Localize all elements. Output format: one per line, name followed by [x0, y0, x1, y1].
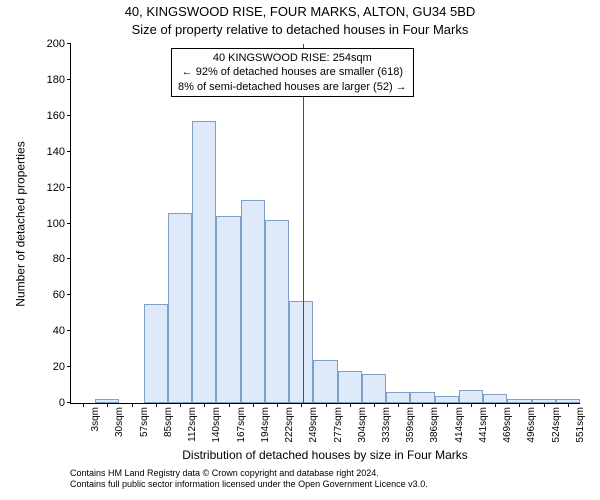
x-tick-mark: [107, 403, 108, 407]
x-tick-mark: [277, 403, 278, 407]
plot-area: 0204060801001201401601802003sqm30sqm57sq…: [70, 44, 580, 404]
y-tick-label: 180: [47, 74, 71, 86]
histogram-bar: [435, 396, 459, 403]
x-tick-mark: [422, 403, 423, 407]
x-tick-mark: [132, 403, 133, 407]
histogram-bar: [216, 216, 240, 403]
histogram-bar: [338, 371, 362, 403]
x-tick-mark: [447, 403, 448, 407]
x-tick-label: 333sqm: [378, 407, 392, 443]
y-tick-label: 60: [53, 289, 71, 301]
y-axis-label: Number of detached properties: [14, 44, 28, 404]
x-tick-label: 469sqm: [499, 407, 513, 443]
footer-line1: Contains HM Land Registry data © Crown c…: [70, 468, 580, 479]
x-tick-label: 441sqm: [475, 407, 489, 443]
y-tick-label: 20: [53, 361, 71, 373]
annotation-line3: 8% of semi-detached houses are larger (5…: [178, 80, 407, 94]
y-tick-mark: [67, 258, 71, 259]
annotation-line2: ← 92% of detached houses are smaller (61…: [178, 65, 407, 79]
x-tick-label: 277sqm: [330, 407, 344, 443]
histogram-bar: [144, 304, 168, 403]
x-tick-label: 551sqm: [572, 407, 586, 443]
y-tick-mark: [67, 294, 71, 295]
x-tick-label: 3sqm: [87, 407, 101, 431]
x-tick-label: 30sqm: [111, 407, 125, 437]
x-tick-label: 140sqm: [208, 407, 222, 443]
y-tick-mark: [67, 187, 71, 188]
y-tick-mark: [67, 366, 71, 367]
x-tick-label: 194sqm: [257, 407, 271, 443]
y-tick-label: 0: [59, 397, 71, 409]
y-tick-label: 40: [53, 325, 71, 337]
y-tick-label: 80: [53, 253, 71, 265]
y-tick-mark: [67, 151, 71, 152]
x-tick-mark: [350, 403, 351, 407]
y-tick-mark: [67, 79, 71, 80]
x-tick-mark: [253, 403, 254, 407]
histogram-bar: [289, 301, 313, 403]
y-tick-mark: [67, 402, 71, 403]
x-tick-label: 359sqm: [402, 407, 416, 443]
x-tick-label: 222sqm: [281, 407, 295, 443]
x-tick-mark: [471, 403, 472, 407]
y-tick-label: 100: [47, 218, 71, 230]
histogram-bar: [168, 213, 192, 403]
x-tick-label: 496sqm: [523, 407, 537, 443]
x-tick-mark: [83, 403, 84, 407]
histogram-bar: [386, 392, 410, 403]
x-tick-label: 304sqm: [354, 407, 368, 443]
chart-container: 40, KINGSWOOD RISE, FOUR MARKS, ALTON, G…: [0, 0, 600, 500]
chart-title-address: 40, KINGSWOOD RISE, FOUR MARKS, ALTON, G…: [0, 4, 600, 19]
histogram-bar: [483, 394, 507, 403]
y-tick-label: 140: [47, 146, 71, 158]
x-tick-mark: [180, 403, 181, 407]
x-tick-mark: [326, 403, 327, 407]
x-tick-mark: [156, 403, 157, 407]
x-tick-mark: [301, 403, 302, 407]
x-tick-mark: [568, 403, 569, 407]
x-tick-label: 167sqm: [233, 407, 247, 443]
x-tick-label: 85sqm: [160, 407, 174, 437]
x-tick-label: 386sqm: [426, 407, 440, 443]
y-tick-mark: [67, 330, 71, 331]
histogram-bar: [410, 392, 434, 403]
x-tick-mark: [519, 403, 520, 407]
histogram-bar: [241, 200, 265, 403]
annotation-box: 40 KINGSWOOD RISE: 254sqm← 92% of detach…: [171, 48, 414, 97]
histogram-bar: [313, 360, 337, 403]
histogram-bar: [265, 220, 289, 403]
y-tick-label: 160: [47, 110, 71, 122]
histogram-bar: [459, 390, 483, 403]
x-tick-label: 112sqm: [184, 407, 198, 442]
y-tick-mark: [67, 223, 71, 224]
x-tick-mark: [374, 403, 375, 407]
y-tick-mark: [67, 115, 71, 116]
y-tick-label: 200: [47, 38, 71, 50]
chart-subtitle: Size of property relative to detached ho…: [0, 22, 600, 37]
x-tick-mark: [544, 403, 545, 407]
y-tick-mark: [67, 43, 71, 44]
x-tick-mark: [229, 403, 230, 407]
x-tick-mark: [495, 403, 496, 407]
histogram-bar: [362, 374, 386, 403]
x-tick-label: 249sqm: [305, 407, 319, 443]
histogram-bar: [192, 121, 216, 403]
y-tick-label: 120: [47, 182, 71, 194]
annotation-line1: 40 KINGSWOOD RISE: 254sqm: [178, 51, 407, 65]
x-axis-label: Distribution of detached houses by size …: [70, 448, 580, 462]
marker-line: [303, 44, 304, 403]
footer-attribution: Contains HM Land Registry data © Crown c…: [70, 468, 580, 490]
x-tick-mark: [204, 403, 205, 407]
x-tick-label: 57sqm: [136, 407, 150, 437]
x-tick-label: 524sqm: [548, 407, 562, 443]
x-tick-mark: [398, 403, 399, 407]
footer-line2: Contains full public sector information …: [70, 479, 580, 490]
x-tick-label: 414sqm: [451, 407, 465, 443]
